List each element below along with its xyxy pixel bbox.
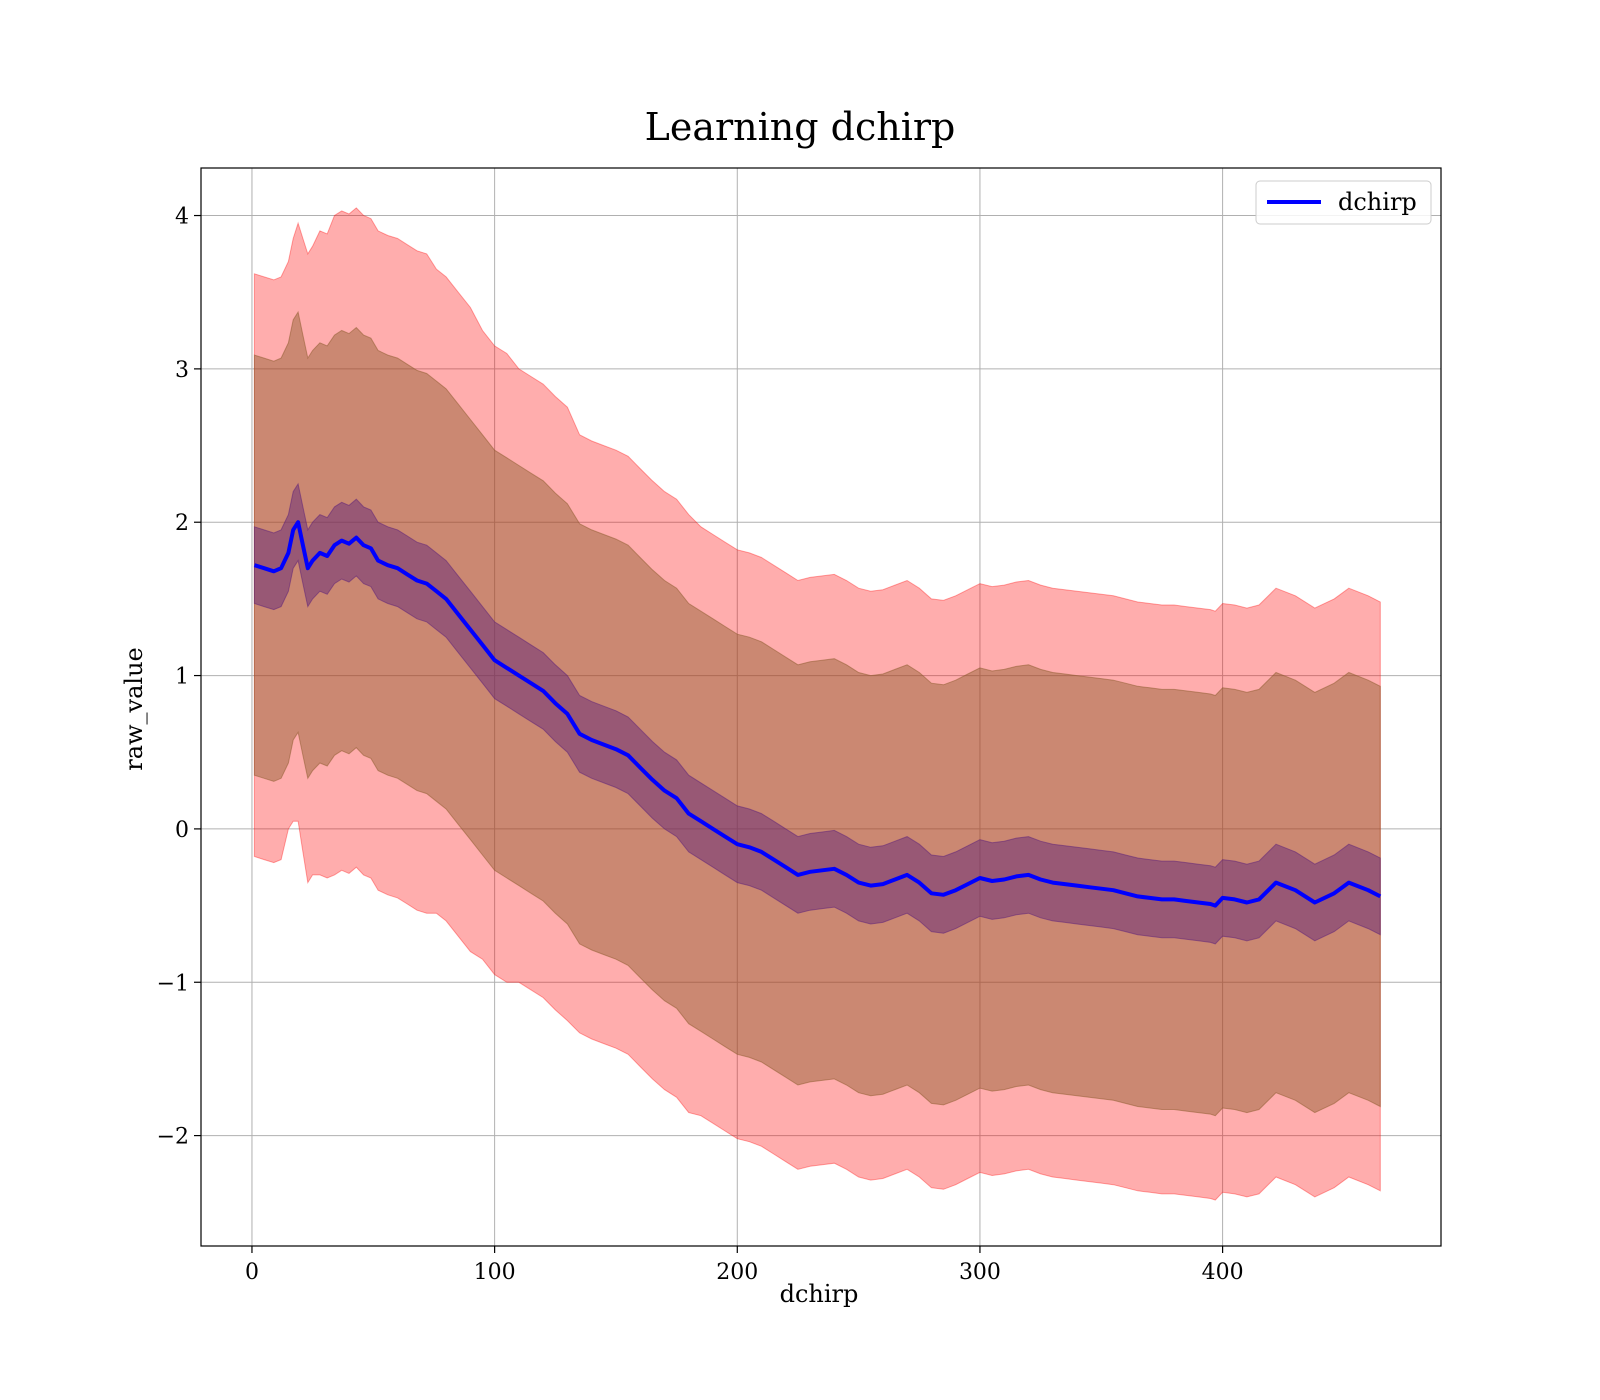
bands bbox=[253, 207, 1381, 1201]
x-axis-label: dchirp bbox=[780, 1280, 859, 1308]
grid bbox=[201, 168, 1441, 1246]
x-tick-label: 300 bbox=[959, 1260, 1001, 1285]
series-line-dchirp bbox=[253, 520, 1382, 908]
x-tick-label: 0 bbox=[245, 1260, 259, 1285]
x-tick-label: 400 bbox=[1202, 1260, 1244, 1285]
y-tick-label: 1 bbox=[175, 665, 189, 690]
y-tick-label: −2 bbox=[157, 1125, 189, 1150]
x-tick-label: 200 bbox=[716, 1260, 758, 1285]
y-tick-label: 2 bbox=[175, 511, 189, 536]
chart-title: Learning dchirp bbox=[645, 105, 956, 149]
y-tick-label: 4 bbox=[175, 205, 189, 230]
middle-band bbox=[253, 310, 1381, 1117]
series-lines bbox=[253, 520, 1382, 908]
plot-frame bbox=[200, 167, 1442, 1247]
outer-band bbox=[253, 207, 1381, 1201]
y-tick-label: 0 bbox=[175, 818, 189, 843]
ticks: 0 100 200 300 400 −2 −1 0 1 2 3 4 bbox=[157, 205, 1244, 1285]
y-tick-label: 3 bbox=[175, 358, 189, 383]
inner-band bbox=[253, 482, 1381, 945]
x-tick-label: 100 bbox=[474, 1260, 516, 1285]
y-axis-label: raw_value bbox=[120, 647, 148, 771]
legend-frame bbox=[1255, 180, 1432, 225]
legend-entry-dchirp: dchirp bbox=[1338, 188, 1417, 216]
legend: dchirp bbox=[1255, 180, 1432, 225]
y-tick-label: −1 bbox=[157, 971, 189, 996]
